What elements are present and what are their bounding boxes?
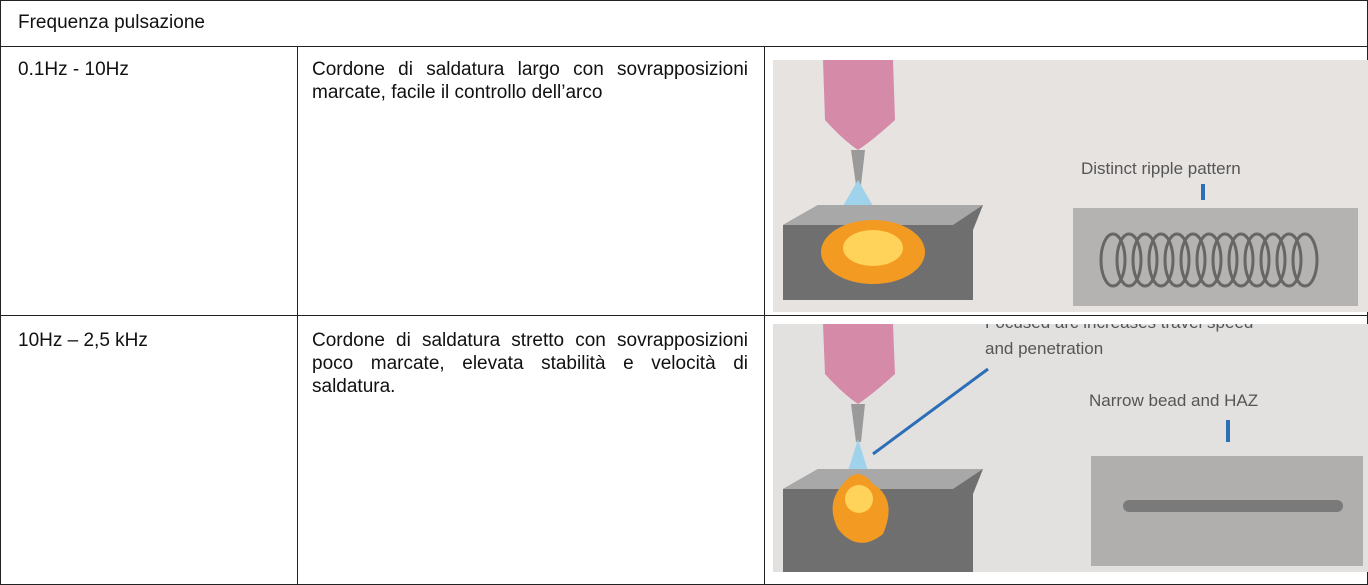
cell [0, 315, 298, 585]
weld-pool-core [843, 230, 903, 266]
electrode [851, 150, 865, 185]
electrode [851, 404, 865, 442]
header-cell [0, 0, 1368, 47]
weld-pool-core [845, 485, 873, 513]
cell [0, 46, 298, 316]
frequency: 10Hz – 2,5 kHz [18, 330, 148, 351]
frequency: 0.1Hz - 10Hz [18, 59, 129, 80]
pointer [872, 367, 989, 456]
illustration: Distinct ripple pattern [773, 60, 1368, 312]
image-label: Distinct ripple pattern [1081, 159, 1241, 178]
torch [823, 60, 895, 150]
image-label: Focused arc increases travel speed [985, 324, 1253, 332]
metal-top [783, 469, 983, 489]
metal-top [783, 205, 983, 225]
arc [847, 439, 869, 474]
torch [823, 324, 895, 404]
narrow-bead [1123, 500, 1343, 512]
image-label: Narrow bead and HAZ [1089, 391, 1258, 410]
sample [1073, 208, 1358, 306]
description: Cordone di saldatura largo con sovrappos… [312, 59, 748, 103]
header-title: Frequenza pulsazione [18, 12, 205, 33]
description: Cordone di saldatura stretto con sovrapp… [312, 330, 748, 397]
image-label: and penetration [985, 339, 1103, 358]
ripples [1099, 232, 1319, 288]
illustration: Focused arc increases travel speed and p… [773, 324, 1368, 572]
